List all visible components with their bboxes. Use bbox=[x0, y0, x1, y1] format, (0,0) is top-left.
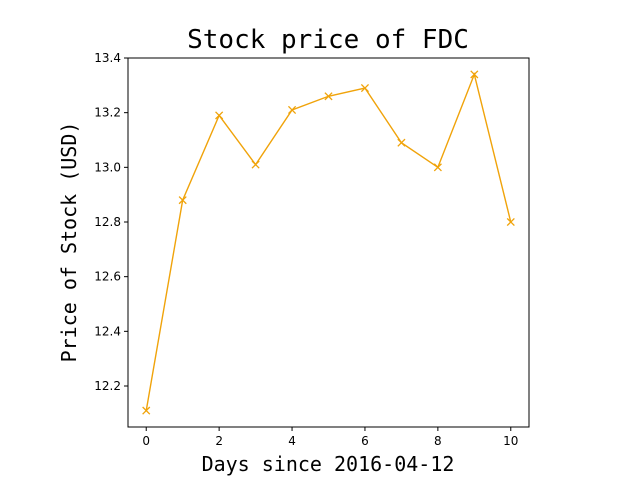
marker-stroke bbox=[506, 217, 515, 227]
marker-stroke bbox=[215, 111, 224, 120]
y-tick-label: 12.6 bbox=[94, 270, 121, 284]
y-tick-label: 13.2 bbox=[94, 106, 121, 120]
marker-stroke bbox=[470, 70, 479, 79]
marker-stroke bbox=[397, 138, 406, 147]
data-point-marker bbox=[251, 160, 260, 169]
y-tick-label: 12.4 bbox=[94, 324, 121, 338]
marker-stroke bbox=[251, 160, 260, 169]
marker-stroke bbox=[433, 163, 442, 172]
data-point-marker bbox=[142, 406, 151, 415]
marker-stroke bbox=[360, 84, 370, 93]
y-tick-label: 12.2 bbox=[94, 379, 121, 393]
series-line bbox=[145, 72, 512, 411]
data-point-marker bbox=[178, 196, 187, 205]
marker-stroke bbox=[142, 406, 151, 415]
data-point-marker bbox=[433, 163, 442, 172]
y-tick-label: 13.0 bbox=[94, 160, 121, 174]
data-point-marker bbox=[506, 217, 515, 227]
x-tick-label: 6 bbox=[361, 434, 369, 448]
x-tick-label: 10 bbox=[503, 434, 518, 448]
marker-stroke bbox=[324, 92, 333, 101]
plot-area-frame bbox=[127, 57, 530, 428]
data-point-marker bbox=[324, 92, 333, 101]
y-tick-label: 13.4 bbox=[94, 51, 121, 65]
x-axis-label: Days since 2016-04-12 bbox=[202, 452, 455, 476]
x-tick-label: 2 bbox=[215, 434, 223, 448]
y-axis-ticks: 12.2 12.4 12.6 12.8 13.0 13.2 13.4 bbox=[94, 51, 128, 393]
x-tick-label: 8 bbox=[434, 434, 442, 448]
data-point-marker bbox=[470, 70, 479, 79]
marker-stroke bbox=[178, 196, 187, 205]
x-tick-label: 0 bbox=[142, 434, 150, 448]
y-tick-label: 12.8 bbox=[94, 215, 121, 229]
series-layer bbox=[142, 70, 515, 415]
marker-stroke bbox=[287, 105, 297, 114]
data-point-marker bbox=[360, 84, 370, 93]
data-point-marker bbox=[397, 138, 406, 147]
chart-title: Stock price of FDC bbox=[187, 25, 469, 55]
y-axis-label: Price of Stock (USD) bbox=[57, 122, 81, 363]
x-tick-label: 4 bbox=[288, 434, 296, 448]
data-point-marker bbox=[215, 111, 224, 120]
x-axis-ticks: 0 2 4 6 8 10 bbox=[142, 427, 518, 448]
data-point-marker bbox=[287, 105, 297, 114]
